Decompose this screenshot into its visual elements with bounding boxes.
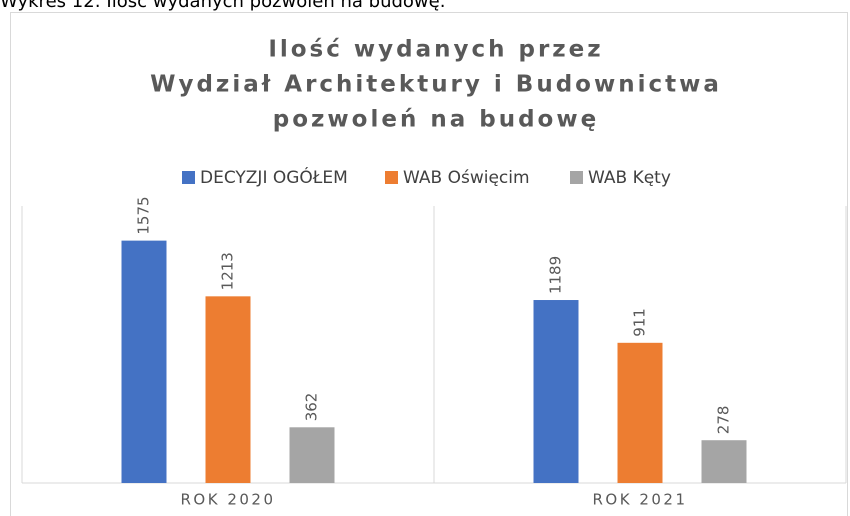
bar (533, 300, 579, 483)
data-label: 1213 (219, 252, 237, 290)
chart-title: pozwoleń na budowę (273, 107, 599, 133)
caption: Wykres 12: Ilość wydanych pozwoleń na bu… (0, 0, 445, 12)
legend-swatch (570, 171, 583, 184)
bar (617, 342, 663, 483)
data-label: 362 (303, 393, 321, 422)
chart-frame (10, 12, 848, 516)
x-tick-label: ROK 2020 (180, 491, 275, 509)
data-label: 1189 (547, 256, 565, 294)
bar (701, 440, 747, 483)
chart-title: Wydział Architektury i Budownictwa (150, 72, 722, 98)
bar (289, 427, 335, 483)
legend-label: DECYZJI OGÓŁEM (200, 166, 348, 188)
legend-label: WAB Kęty (588, 168, 671, 188)
data-label: 1575 (135, 196, 153, 234)
data-label: 911 (631, 308, 649, 337)
legend-label: WAB Oświęcim (403, 168, 530, 188)
bar (121, 240, 167, 483)
legend-swatch (182, 171, 195, 184)
x-tick-label: ROK 2021 (592, 491, 687, 509)
data-label: 278 (715, 406, 733, 435)
legend-swatch (385, 171, 398, 184)
bar (205, 296, 251, 483)
chart-title: Ilość wydanych przez (268, 37, 603, 63)
